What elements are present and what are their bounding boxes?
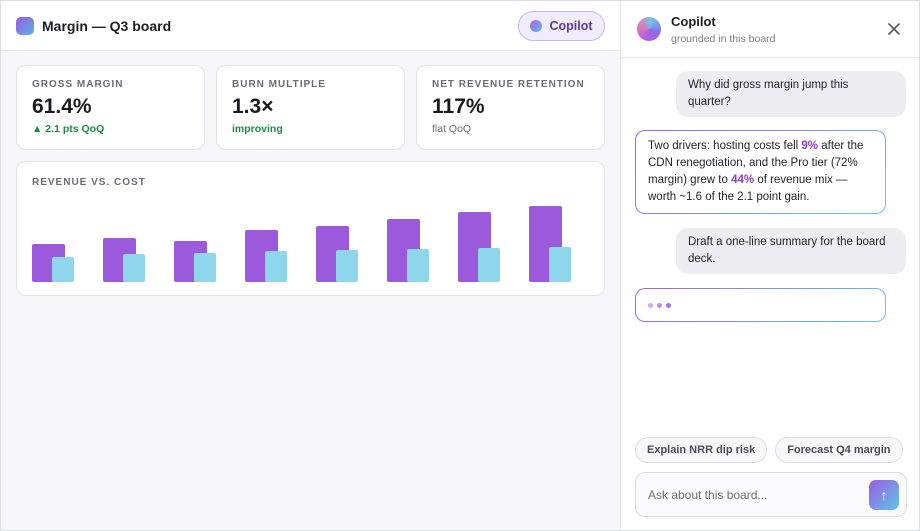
typing-indicator — [635, 288, 886, 322]
chart-bar-cost[interactable] — [478, 248, 500, 282]
board-title: Margin — Q3 board — [42, 17, 172, 34]
kpi-value: 117% — [432, 95, 485, 118]
suggestion-chip-nrr[interactable]: Explain NRR dip risk — [635, 437, 768, 463]
chart-bar-cost[interactable] — [549, 247, 571, 282]
ask-input[interactable] — [648, 487, 858, 502]
suggestion-chip-forecast[interactable]: Forecast Q4 margin — [775, 437, 903, 463]
board-panel: Margin — Q3 board Copilot GROSS MARGIN 6… — [1, 1, 620, 530]
copilot-title: Copilot — [671, 13, 716, 29]
revenue-cost-chart — [32, 206, 571, 282]
top-bar: Margin — Q3 board Copilot — [1, 1, 620, 51]
copilot-header: Copilot grounded in this board — [621, 1, 919, 58]
copilot-orb-icon — [530, 19, 543, 32]
copilot-toggle-button[interactable]: Copilot — [518, 10, 605, 41]
assistant-message: Two drivers: hosting costs fell 9% after… — [635, 130, 886, 214]
kpi-card-gross-margin[interactable]: GROSS MARGIN 61.4% ▲ 2.1 pts QoQ — [16, 65, 205, 150]
typing-dot — [648, 302, 653, 308]
highlight-value: 9% — [801, 140, 819, 152]
kpi-value: 61.4% — [32, 95, 92, 118]
chart-bar-cost[interactable] — [52, 257, 74, 282]
highlight-value: 44% — [731, 174, 755, 186]
chart-bar-cost[interactable] — [336, 250, 358, 282]
kpi-value: 1.3× — [232, 95, 274, 118]
user-message: Draft a one-line summary for the board d… — [676, 228, 906, 274]
revenue-cost-chart-card: REVENUE VS. COST — [16, 161, 605, 296]
copilot-subtitle: grounded in this board — [671, 32, 776, 45]
assistant-text: of revenue mix — worth ~1.6 of the 2.1 p… — [648, 174, 848, 203]
kpi-delta: ▲ 2.1 pts QoQ — [32, 123, 105, 135]
kpi-delta: improving — [232, 123, 283, 135]
copilot-avatar-icon — [637, 17, 661, 41]
composer: ↑ — [635, 472, 907, 517]
arrow-up-icon: ↑ — [880, 487, 888, 503]
chart-bar-cost[interactable] — [123, 254, 145, 282]
assistant-text: Two drivers: hosting costs fell — [648, 140, 802, 152]
send-button[interactable]: ↑ — [869, 480, 899, 510]
suggestion-chips: Explain NRR dip risk Forecast Q4 margin — [635, 437, 903, 463]
kpi-label: GROSS MARGIN — [32, 79, 124, 90]
kpi-label: NET REVENUE RETENTION — [432, 79, 585, 90]
typing-dot — [666, 302, 671, 308]
kpi-delta: flat QoQ — [432, 123, 472, 135]
copilot-panel: Copilot grounded in this board Why did g… — [620, 1, 919, 530]
app-logo-icon — [16, 16, 34, 35]
kpi-row: GROSS MARGIN 61.4% ▲ 2.1 pts QoQ BURN MU… — [16, 65, 605, 150]
assistant-text: after the CDN renegotiation, and the Pro… — [648, 140, 864, 186]
chart-bar-cost[interactable] — [265, 251, 287, 282]
chart-bar-cost[interactable] — [194, 253, 216, 282]
kpi-card-net-revenue-retention[interactable]: NET REVENUE RETENTION 117% flat QoQ — [416, 65, 605, 150]
kpi-label: BURN MULTIPLE — [232, 79, 326, 90]
typing-dot — [657, 302, 662, 308]
kpi-card-burn-multiple[interactable]: BURN MULTIPLE 1.3× improving — [216, 65, 405, 150]
copilot-button-label: Copilot — [549, 18, 593, 33]
close-icon[interactable] — [887, 22, 901, 36]
chart-bar-cost[interactable] — [407, 249, 429, 282]
chart-title: REVENUE VS. COST — [32, 177, 146, 188]
user-message: Why did gross margin jump this quarter? — [676, 71, 906, 117]
